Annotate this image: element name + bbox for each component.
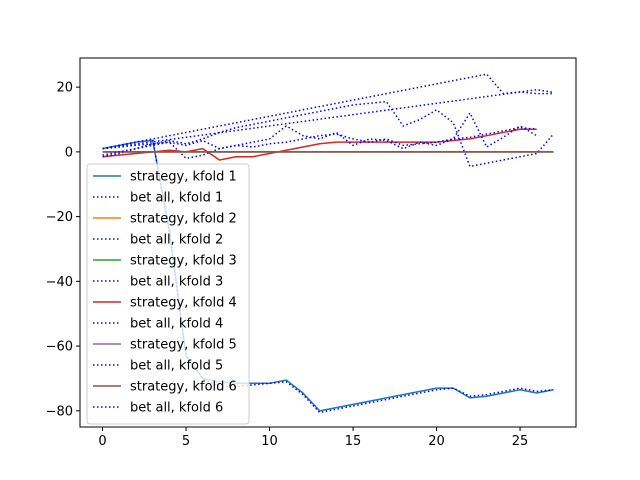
legend-label: bet all, kfold 1 [130,191,223,206]
y-tick-label: −40 [46,275,73,290]
x-tick-label: 0 [98,434,106,449]
legend-label: strategy, kfold 5 [130,338,237,353]
legend-label: bet all, kfold 3 [130,275,223,290]
y-tick-label: −60 [46,340,73,355]
x-tick-label: 20 [428,434,445,449]
legend-label: bet all, kfold 2 [130,233,223,248]
legend-label: strategy, kfold 4 [130,296,237,311]
legend: strategy, kfold 1 bet all, kfold 1 strateg… [86,163,250,425]
legend-box [86,163,250,425]
legend-label: bet all, kfold 4 [130,317,223,332]
legend-label: strategy, kfold 6 [130,380,237,395]
legend-label: bet all, kfold 6 [130,401,223,416]
series-line-4 [102,73,554,150]
x-tick-label: 25 [512,434,529,449]
y-tick-label: 20 [56,81,73,96]
x-tick-label: 15 [345,434,362,449]
series-line-7 [102,128,537,161]
x-tick-label: 10 [261,434,278,449]
legend-label: strategy, kfold 1 [130,170,237,185]
plot-frame [79,57,577,428]
y-tick-label: 0 [65,145,73,160]
legend-label: strategy, kfold 3 [130,254,237,269]
series-line-8 [102,100,555,168]
y-tick-label: −80 [46,404,73,419]
y-axis: −80 −60 −40 −20 0 20 [46,81,80,419]
legend-label: strategy, kfold 2 [130,212,237,227]
legend-label: bet all, kfold 5 [130,359,223,374]
x-axis: 0 5 10 15 20 25 [98,427,528,449]
x-tick-label: 5 [182,434,190,449]
y-tick-label: −20 [46,210,73,225]
